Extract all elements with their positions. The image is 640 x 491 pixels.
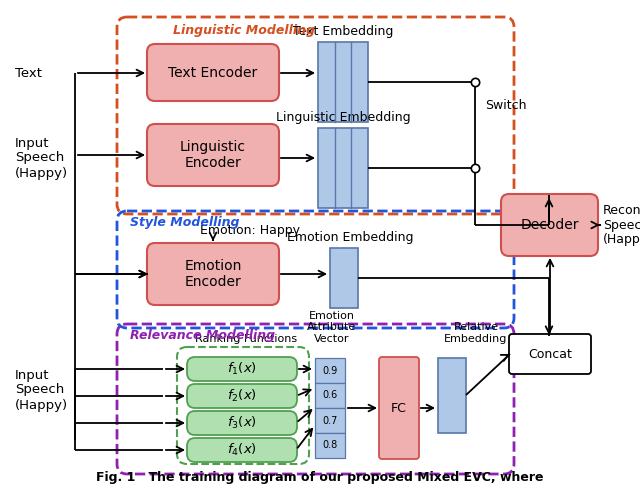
Text: Emotion
Attribute
Vector: Emotion Attribute Vector <box>307 311 356 344</box>
Text: FC: FC <box>391 402 407 414</box>
Text: Relevance Modelling: Relevance Modelling <box>130 329 275 342</box>
Text: $f_1(x)$: $f_1(x)$ <box>227 361 257 377</box>
Text: Linguistic Modelling: Linguistic Modelling <box>173 24 315 37</box>
Bar <box>315 433 345 458</box>
Text: 0.6: 0.6 <box>323 390 338 401</box>
Text: Input
Speech
(Happy): Input Speech (Happy) <box>15 369 68 411</box>
Bar <box>330 248 358 308</box>
FancyBboxPatch shape <box>147 124 279 186</box>
Text: Reconstructed
Speech
(Happy): Reconstructed Speech (Happy) <box>603 203 640 246</box>
Text: Switch: Switch <box>485 99 527 111</box>
Text: Text Embedding: Text Embedding <box>293 25 393 38</box>
Bar <box>318 42 368 122</box>
FancyBboxPatch shape <box>509 334 591 374</box>
Text: $f_3(x)$: $f_3(x)$ <box>227 415 257 431</box>
Text: Emotion
Encoder: Emotion Encoder <box>184 259 242 289</box>
Text: Emotion: Happy: Emotion: Happy <box>200 224 300 237</box>
Text: Ranking Functions: Ranking Functions <box>195 334 297 344</box>
Text: Input
Speech
(Happy): Input Speech (Happy) <box>15 136 68 180</box>
FancyBboxPatch shape <box>501 194 598 256</box>
Bar <box>315 408 345 433</box>
FancyBboxPatch shape <box>187 384 297 408</box>
Bar <box>315 383 345 408</box>
Text: Relative
Embedding: Relative Embedding <box>444 323 508 344</box>
FancyBboxPatch shape <box>187 438 297 462</box>
Text: $f_2(x)$: $f_2(x)$ <box>227 388 257 404</box>
Text: Linguistic Embedding: Linguistic Embedding <box>276 111 410 124</box>
Text: Text: Text <box>15 66 42 80</box>
Text: Concat: Concat <box>528 348 572 360</box>
Text: $f_4(x)$: $f_4(x)$ <box>227 442 257 458</box>
Text: 0.7: 0.7 <box>323 415 338 426</box>
Bar <box>318 128 368 208</box>
Text: Fig. 1   The training diagram of our proposed Mixed EVC, where: Fig. 1 The training diagram of our propo… <box>96 471 544 485</box>
Bar <box>315 358 345 383</box>
Text: Decoder: Decoder <box>520 218 579 232</box>
FancyBboxPatch shape <box>147 243 279 305</box>
Text: 0.9: 0.9 <box>323 365 338 376</box>
FancyBboxPatch shape <box>187 357 297 381</box>
Text: Emotion Embedding: Emotion Embedding <box>287 231 413 244</box>
Text: Linguistic
Encoder: Linguistic Encoder <box>180 140 246 170</box>
Text: Style Modelling: Style Modelling <box>130 216 239 229</box>
Text: Text Encoder: Text Encoder <box>168 65 258 80</box>
FancyBboxPatch shape <box>379 357 419 459</box>
Bar <box>438 358 466 433</box>
FancyBboxPatch shape <box>147 44 279 101</box>
Text: 0.8: 0.8 <box>323 440 338 451</box>
FancyBboxPatch shape <box>187 411 297 435</box>
